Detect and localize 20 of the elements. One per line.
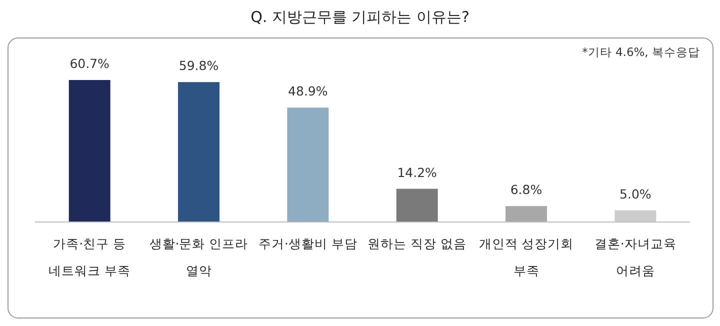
x-tick-label: 결혼·자녀교육 어려움	[594, 236, 676, 278]
data-label: 48.9%	[288, 84, 328, 99]
x-tick-label: 원하는 직장 없음	[368, 236, 467, 251]
data-label: 5.0%	[620, 186, 652, 202]
chart-title: Q. 지방근무를 기피하는 이유는?	[250, 8, 470, 26]
bar	[396, 188, 438, 222]
x-tick-label: 생활·문화 인프라 열악	[149, 236, 248, 278]
data-label: 60.7%	[70, 56, 110, 71]
x-tick-label: 개인적 성장기회 부족	[478, 236, 574, 278]
bar	[178, 82, 220, 222]
x-tick-label: 주거·생활비 부담	[258, 236, 358, 251]
data-label: 59.8%	[178, 58, 219, 74]
x-tick-label: 가족·친구 등 네트워크 부족	[48, 236, 131, 278]
bar	[506, 206, 547, 222]
bar	[287, 108, 329, 222]
text: *기타 4.6%, 복수응답	[582, 45, 700, 59]
data-label: 6.8%	[510, 182, 542, 198]
bar	[614, 210, 656, 222]
bar	[68, 80, 110, 222]
data-label: 14.2%	[397, 164, 438, 180]
